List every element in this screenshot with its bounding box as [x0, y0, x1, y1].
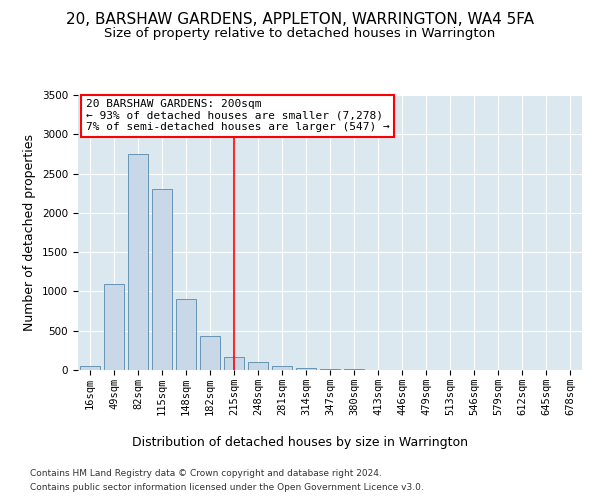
Text: Contains HM Land Registry data © Crown copyright and database right 2024.: Contains HM Land Registry data © Crown c… — [30, 468, 382, 477]
Bar — [176, 300, 196, 370]
Bar — [272, 366, 292, 370]
Bar — [128, 154, 148, 370]
Bar — [296, 368, 316, 370]
Text: Distribution of detached houses by size in Warrington: Distribution of detached houses by size … — [132, 436, 468, 449]
Text: Size of property relative to detached houses in Warrington: Size of property relative to detached ho… — [104, 28, 496, 40]
Bar — [320, 369, 340, 370]
Y-axis label: Number of detached properties: Number of detached properties — [23, 134, 37, 331]
Bar — [224, 357, 244, 370]
Bar — [200, 336, 220, 370]
Bar — [104, 284, 124, 370]
Bar — [152, 190, 172, 370]
Text: 20 BARSHAW GARDENS: 200sqm
← 93% of detached houses are smaller (7,278)
7% of se: 20 BARSHAW GARDENS: 200sqm ← 93% of deta… — [86, 99, 389, 132]
Bar — [80, 366, 100, 370]
Text: Contains public sector information licensed under the Open Government Licence v3: Contains public sector information licen… — [30, 484, 424, 492]
Bar — [248, 362, 268, 370]
Text: 20, BARSHAW GARDENS, APPLETON, WARRINGTON, WA4 5FA: 20, BARSHAW GARDENS, APPLETON, WARRINGTO… — [66, 12, 534, 28]
